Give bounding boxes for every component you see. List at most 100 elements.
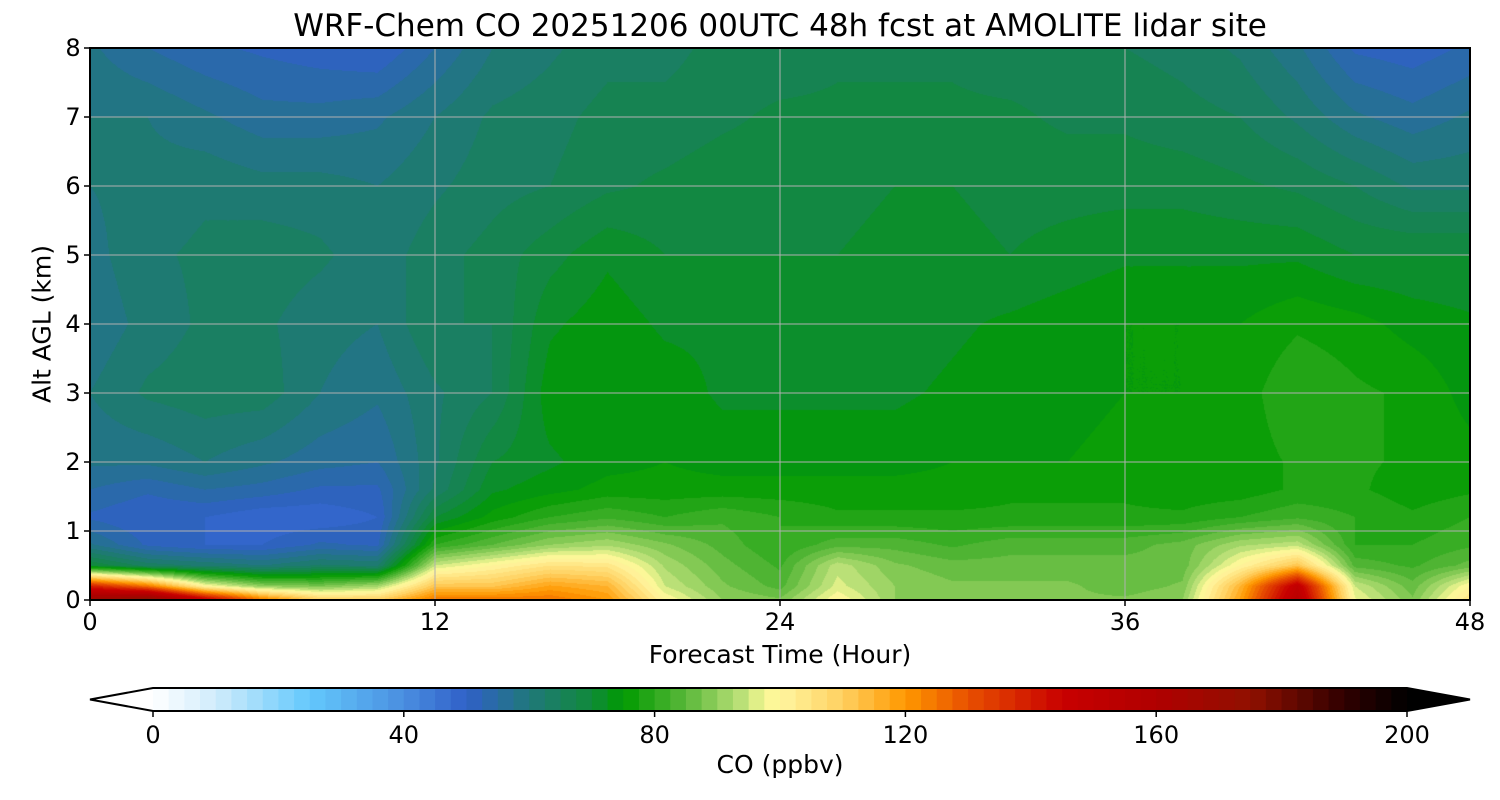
colorbar-segment — [544, 688, 562, 711]
colorbar-label: CO (ppbv) — [716, 750, 844, 779]
colorbar-segment — [1093, 688, 1110, 711]
colorbar-extend-max — [1407, 688, 1470, 711]
colorbar-segment — [482, 688, 499, 711]
colorbar-segment — [717, 688, 734, 711]
y-tick-label: 1 — [65, 517, 81, 545]
y-axis-label: Alt AGL (km) — [27, 244, 57, 404]
colorbar-segment — [215, 688, 232, 711]
colorbar-tick-label: 200 — [1384, 721, 1430, 749]
colorbar-segment — [1250, 688, 1267, 711]
x-tick-label: 0 — [82, 608, 98, 636]
y-tick-label: 4 — [65, 310, 81, 338]
colorbar-segment — [372, 688, 389, 711]
y-tick-label: 0 — [65, 586, 81, 614]
x-axis-label: Forecast Time (Hour) — [648, 640, 912, 669]
colorbar-segment — [874, 688, 891, 711]
colorbar-segment — [231, 688, 248, 711]
colorbar-segment — [1328, 688, 1345, 711]
colorbar-segment — [1124, 688, 1142, 711]
x-tick-label: 48 — [1454, 608, 1486, 636]
colorbar-segment — [1046, 688, 1063, 711]
colorbar-segment — [576, 688, 593, 711]
y-tick-label: 5 — [65, 241, 81, 269]
colorbar-segment — [952, 688, 969, 711]
colorbar-segment — [999, 688, 1016, 711]
colorbar-segment — [466, 688, 483, 711]
colorbar-segment — [419, 688, 436, 711]
colorbar-tick-label: 80 — [639, 721, 670, 749]
colorbar-segment — [764, 688, 781, 711]
colorbar-tick-label: 120 — [882, 721, 929, 749]
colorbar-segment — [795, 688, 812, 711]
colorbar-segment — [247, 688, 264, 711]
colorbar-segment — [905, 688, 922, 711]
colorbar-segment — [701, 688, 718, 711]
colorbar-segment — [168, 688, 185, 711]
y-tick-label: 3 — [65, 379, 81, 407]
colorbar-segment — [1015, 688, 1032, 711]
colorbar-segment — [1375, 688, 1392, 711]
colorbar-segment — [200, 688, 217, 711]
colorbar-segment — [1234, 688, 1251, 711]
colorbar-tick-label: 40 — [388, 721, 420, 749]
x-tick-label: 36 — [1109, 608, 1141, 636]
colorbar-segment — [1359, 688, 1377, 711]
colorbar-segment — [968, 688, 985, 711]
colorbar-segment — [748, 688, 765, 711]
colorbar-segment — [1344, 688, 1361, 711]
plot-frame — [89, 47, 1471, 601]
colorbar-tick-label: 0 — [145, 721, 161, 749]
colorbar-segment — [341, 688, 358, 711]
colorbar-segment — [1281, 688, 1298, 711]
colorbar-segment — [325, 688, 342, 711]
colorbar-segment — [607, 688, 624, 711]
y-tick-label: 7 — [65, 103, 81, 131]
colorbar-segment — [1312, 688, 1330, 711]
colorbar-segment — [654, 688, 671, 711]
colorbar-segment — [1391, 688, 1408, 711]
colorbar-segment — [670, 688, 687, 711]
colorbar-segment — [1156, 688, 1173, 711]
colorbar-segment — [560, 688, 577, 711]
colorbar-segment — [1297, 688, 1314, 711]
colorbar-segment — [732, 688, 750, 711]
colorbar-segment — [278, 688, 295, 711]
colorbar-segment — [1030, 688, 1048, 711]
colorbar-segment — [638, 688, 656, 711]
colorbar-segment — [1187, 688, 1204, 711]
colorbar-segment — [153, 688, 170, 711]
colorbar-segment — [685, 688, 703, 711]
colorbar-segment — [1109, 688, 1126, 711]
colorbar-segment — [936, 688, 954, 711]
colorbar-segment — [1171, 688, 1189, 711]
colorbar-segment — [842, 688, 859, 711]
y-tick-label: 8 — [65, 34, 81, 62]
colorbar-segment — [623, 688, 640, 711]
colorbar-segment — [983, 688, 1001, 711]
colorbar-extend-min — [90, 688, 153, 711]
colorbar-segment — [1265, 688, 1283, 711]
colorbar-segment — [1062, 688, 1079, 711]
colorbar-tick-label: 160 — [1133, 721, 1180, 749]
colorbar-segment — [513, 688, 530, 711]
colorbar-segment — [529, 688, 546, 711]
colorbar-segment — [435, 688, 452, 711]
colorbar-segment — [497, 688, 515, 711]
y-tick-label: 6 — [65, 172, 81, 200]
colorbar-segment — [184, 688, 201, 711]
colorbar-segment — [1140, 688, 1157, 711]
colorbar-segment — [921, 688, 938, 711]
colorbar-segment — [827, 688, 844, 711]
colorbar-segment — [403, 688, 421, 711]
colorbar-segment — [356, 688, 374, 711]
colorbar-segment — [309, 688, 327, 711]
x-tick-label: 24 — [764, 608, 796, 636]
colorbar-segment — [811, 688, 828, 711]
colorbar-segment — [388, 688, 405, 711]
colorbar-segment — [450, 688, 468, 711]
colorbar-segment — [1218, 688, 1236, 711]
colorbar-segment — [1077, 688, 1095, 711]
colorbar-segment — [780, 688, 797, 711]
